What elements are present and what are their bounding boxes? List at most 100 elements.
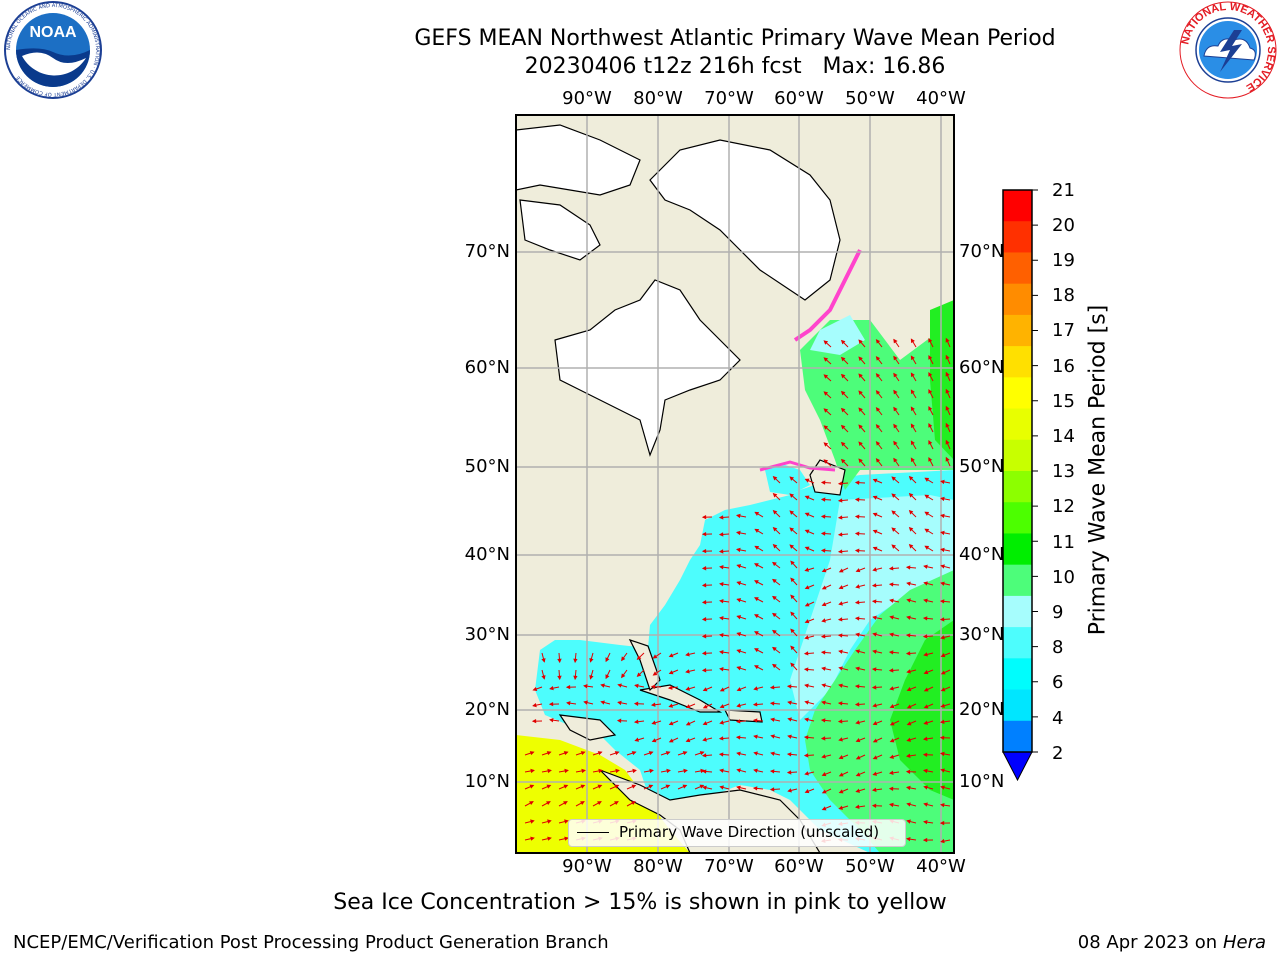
wave-arrow-head [872, 787, 877, 792]
wave-arrow-head [702, 737, 707, 742]
lon-label-bottom: 60°W [774, 856, 824, 877]
lat-label-left: 30°N [464, 624, 510, 645]
wave-arrow-head [633, 701, 639, 706]
wave-arrow-head [547, 768, 552, 774]
wave-arrow-head [945, 422, 950, 428]
wave-arrow-head [736, 751, 741, 756]
wave-arrow-head [772, 595, 777, 601]
wave-arrow-head [557, 675, 562, 681]
wave-arrow-head [872, 478, 878, 483]
wave-arrow-head [821, 568, 827, 573]
wave-arrow-head [636, 672, 642, 677]
wave-arrow-head [804, 602, 810, 607]
wave-arrow-head [614, 751, 620, 756]
wave-arrow-head [530, 836, 535, 841]
wave-arrow-head [872, 512, 878, 517]
wave-arrow-head [685, 652, 690, 657]
colorbar-segment [1003, 502, 1032, 534]
wave-arrow-head [888, 582, 894, 587]
wave-arrow-head [838, 805, 843, 810]
wave-arrow-head [940, 785, 945, 790]
wave-arrow-head [923, 802, 928, 807]
wave-arrow-head [840, 390, 846, 396]
wave-arrow-head [906, 721, 912, 726]
wave-arrow-head [683, 768, 688, 774]
wave-arrow-head [928, 406, 933, 411]
wave-arrow-head [682, 784, 688, 789]
wave-arrow-head [789, 527, 795, 532]
wave-arrow-head [855, 788, 860, 793]
lon-label-bottom: 80°W [633, 856, 683, 877]
wave-arrow-head [888, 566, 894, 571]
lon-label-top: 40°W [916, 88, 966, 109]
wave-arrow-head [875, 407, 881, 412]
wave-arrow-head [803, 667, 809, 672]
wave-arrow-head [736, 649, 742, 654]
wave-arrow-head [548, 701, 554, 707]
wave-arrow-head [581, 768, 586, 774]
wave-arrow-head [702, 721, 708, 726]
wave-arrow-head [772, 663, 777, 669]
wave-arrow-head [718, 515, 724, 520]
wave-arrow-head [945, 456, 950, 462]
wave-arrow-head [772, 646, 777, 652]
wave-arrow-head [940, 670, 946, 675]
wave-arrow-head [531, 718, 537, 724]
wave-arrow-head [564, 768, 569, 774]
wave-direction-arrows [524, 337, 951, 844]
credit-machine: Hera [1222, 932, 1266, 953]
colorbar-tick: 19 [1052, 250, 1075, 271]
wave-arrow-head [754, 528, 760, 533]
colorbar-tick: 21 [1052, 180, 1075, 201]
wave-arrow-head [840, 407, 846, 413]
wave-arrow-head [858, 339, 863, 345]
wave-arrow-head [820, 650, 826, 655]
wave-arrow-head [840, 356, 846, 362]
wave-arrow-head [837, 532, 843, 537]
wave-arrow-head [893, 389, 898, 395]
wave-arrow-head [790, 645, 795, 651]
wave-arrow-head [580, 784, 586, 789]
wave-arrow-head [719, 687, 725, 692]
wave-arrow-head [530, 768, 535, 774]
colorbar-segment [1003, 190, 1032, 222]
wave-arrow-head [685, 704, 691, 709]
wave-arrow-head [906, 615, 911, 620]
wave-arrow-head [752, 718, 758, 723]
colorbar-tick: 14 [1052, 426, 1075, 447]
wave-arrow-head [855, 649, 860, 654]
map-frame [515, 114, 955, 854]
credit-date: 08 Apr 2023 on Hera [1078, 932, 1266, 953]
colorbar-segment [1003, 252, 1032, 285]
wave-arrow-head [838, 585, 844, 590]
wave-arrow-head [838, 568, 844, 573]
wave-arrow-head [547, 836, 552, 841]
wave-arrow-head [928, 423, 933, 428]
wave-arrow-head [547, 819, 552, 824]
wave-arrow-head [666, 768, 671, 774]
wave-arrow-head [631, 801, 636, 806]
wave-arrow-head [823, 374, 829, 379]
wave-arrow-head [790, 628, 795, 634]
wave-arrow-head [668, 721, 674, 726]
wave-arrow-head [820, 514, 826, 519]
wave-arrow-head [910, 440, 915, 446]
wave-arrow-head [854, 548, 860, 553]
wave-arrow-head [854, 702, 860, 707]
lat-label-left: 10°N [464, 771, 510, 792]
wave-arrow-head [651, 702, 656, 707]
wave-arrow-head [889, 615, 894, 620]
wave-arrow-head [872, 703, 877, 708]
colorbar [1002, 189, 1038, 782]
wave-arrow-head [924, 477, 930, 482]
wave-arrow-head [789, 510, 795, 515]
wave-arrow-head [945, 337, 950, 343]
lon-label-bottom: 90°W [562, 856, 612, 877]
wave-arrow-head [565, 684, 571, 690]
wave-arrow-head [939, 599, 945, 604]
wave-arrow-head [736, 530, 741, 536]
wave-arrow-head [600, 700, 605, 705]
wave-arrow-head [701, 531, 707, 537]
wave-arrow-head [923, 652, 928, 657]
wave-arrow-head [821, 666, 826, 671]
